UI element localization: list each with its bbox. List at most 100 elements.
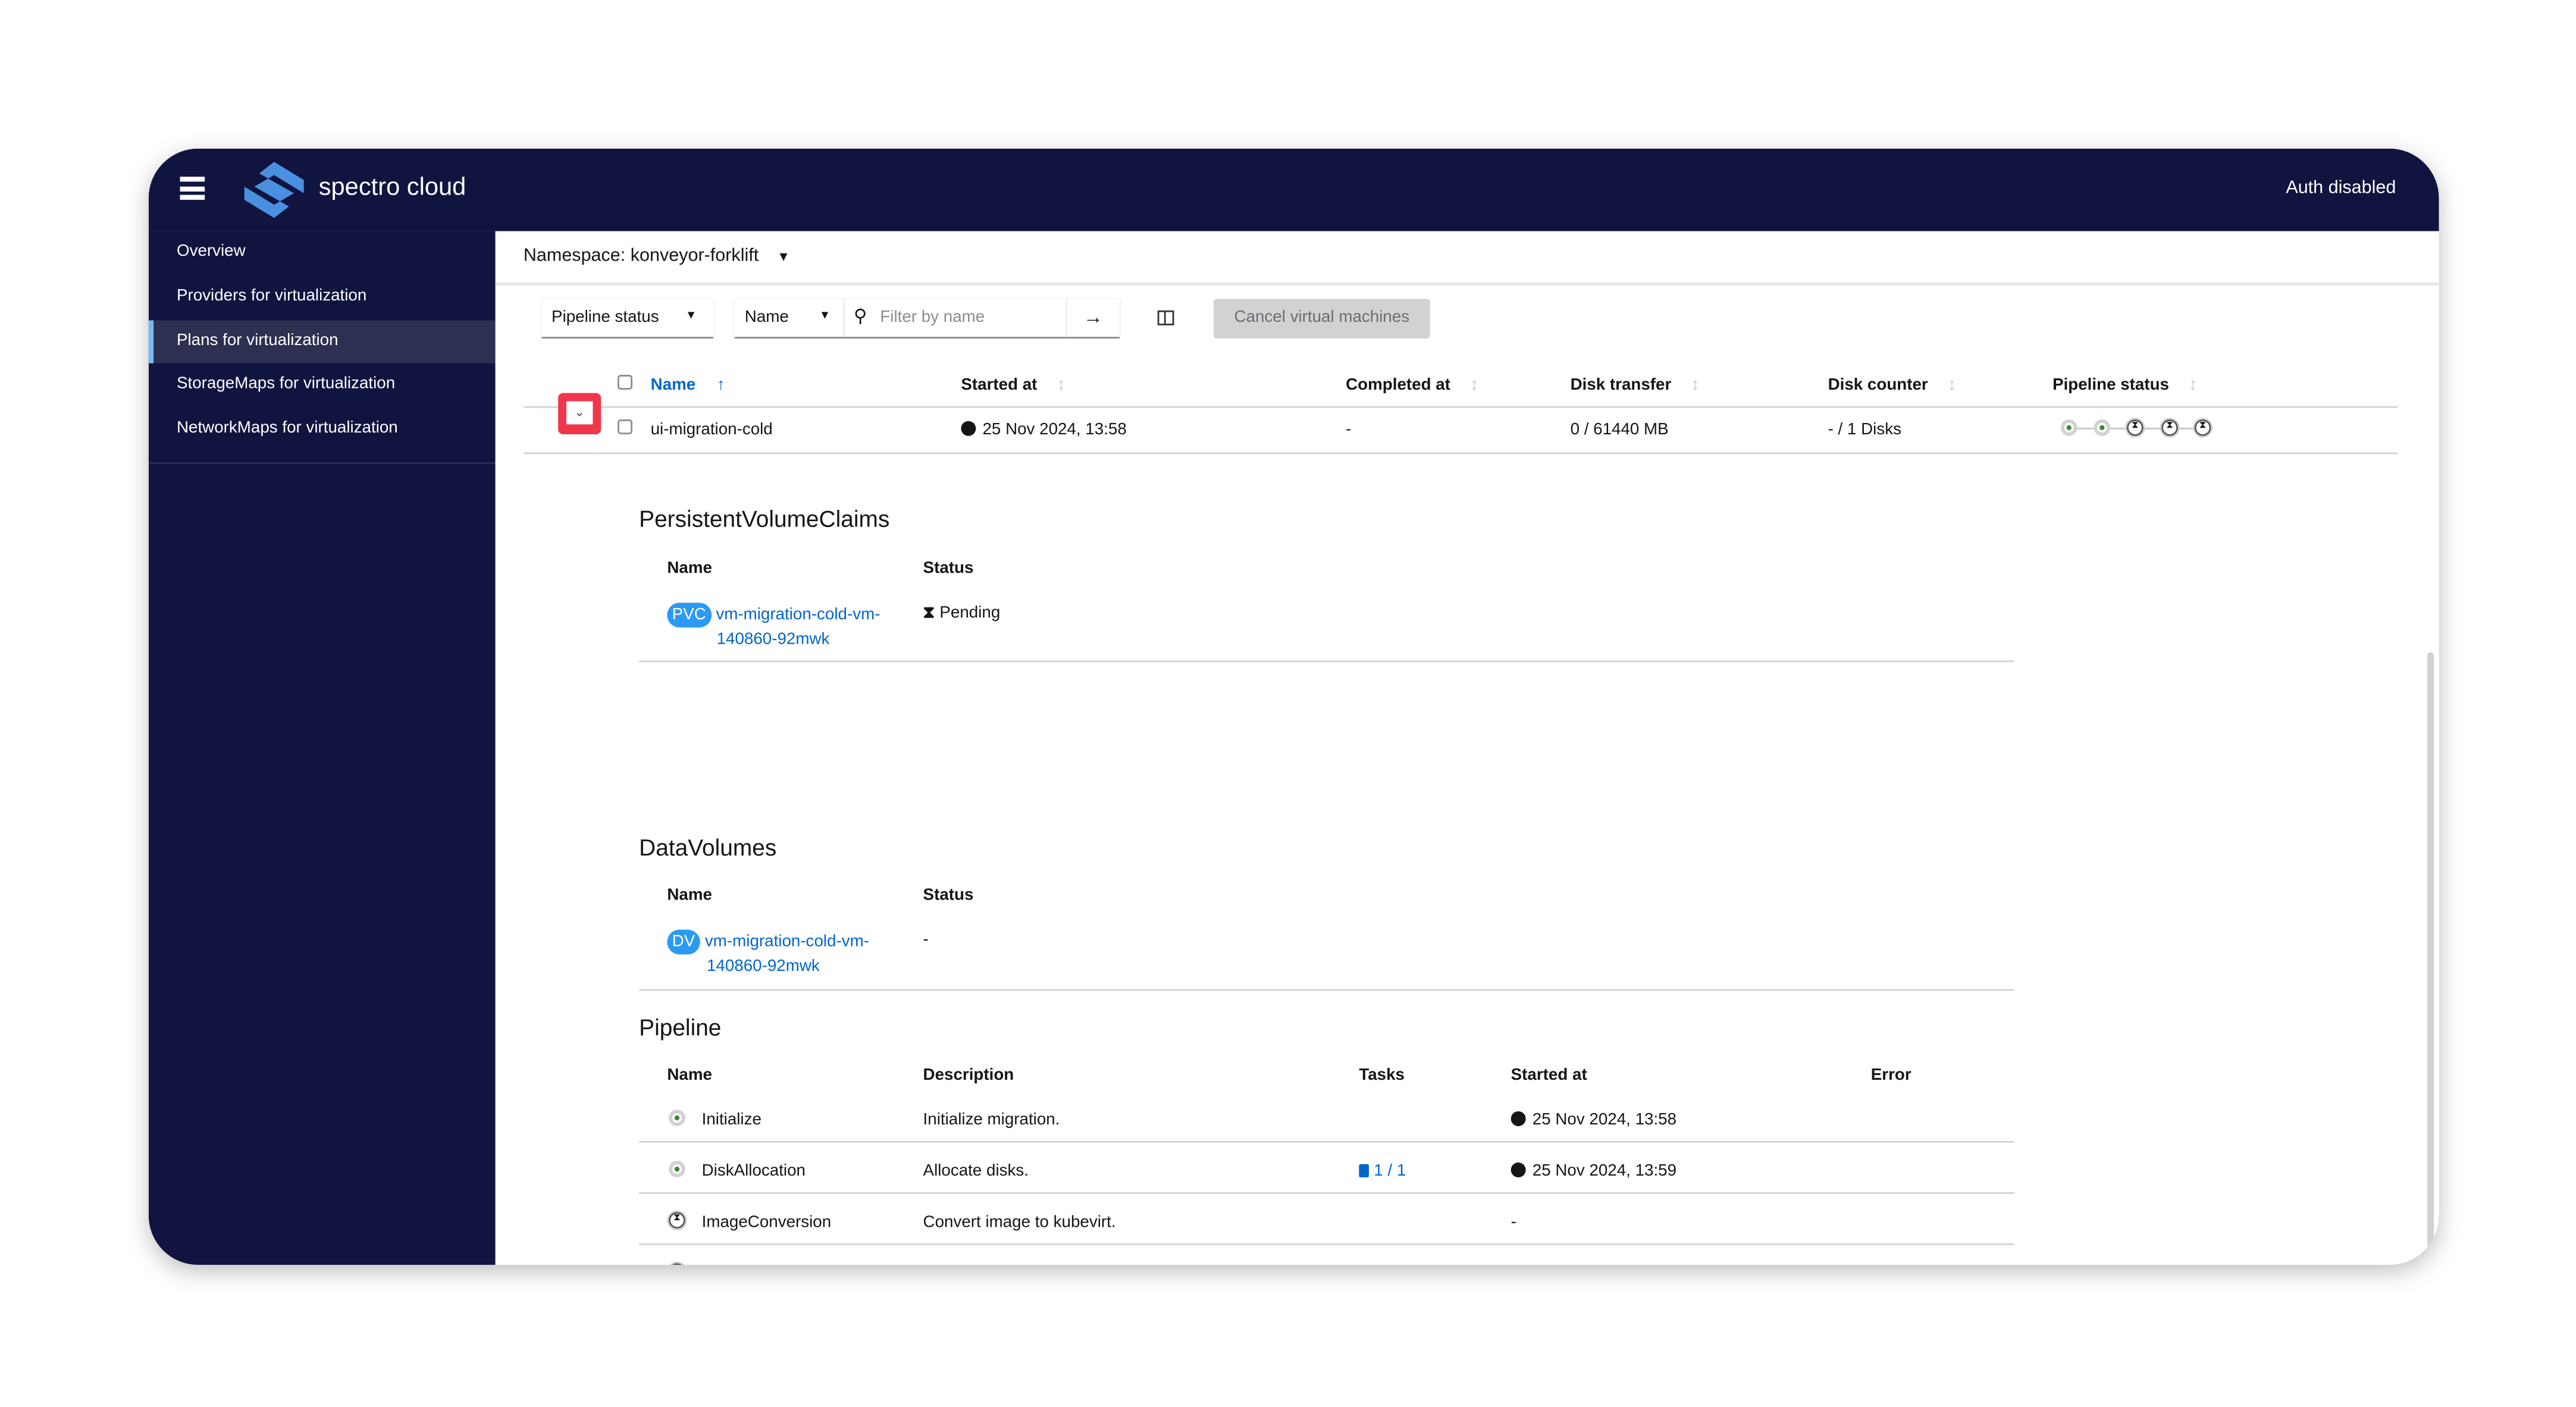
pvc-col-status: Status [923,560,974,578]
pipeline-col-name: Name [667,1067,712,1085]
chevron-down-icon: ⌄ [566,401,593,424]
column-label: Pipeline status [2052,377,2169,395]
pending-icon: ⧗ [669,1212,685,1229]
disk-counter: - / 1 Disks [1828,421,1901,440]
sidebar-item-overview[interactable]: Overview [149,231,496,274]
caret-down-icon: ▼ [685,311,697,322]
column-label: Completed at [1346,377,1450,395]
divider [524,406,2398,408]
pipeline-step-started: 25 Nov 2024, 13:59 [1511,1162,1676,1181]
app-window: spectro cloud Auth disabled Overview Pro… [149,149,2439,1265]
step-pending-icon: ⧗ [2161,419,2178,436]
filter-field-dropdown[interactable]: Name ▼ [735,299,844,339]
sidebar-item-label: NetworkMaps for virtualization [177,419,398,438]
sort-icon: ↕ [1470,377,1478,395]
sort-ascending-icon: ↑ [717,377,725,395]
sidebar-item-plans[interactable]: Plans for virtualization [149,320,496,363]
globe-icon [1511,1111,1526,1126]
pipeline-step-description: Convert image to kubevirt. [923,1214,1116,1232]
tasks-link[interactable]: 1 / 1 [1359,1162,1406,1181]
sidebar-item-storagemaps[interactable]: StorageMaps for virtualization [149,363,496,406]
namespace-label: Namespace: konveyor-forklift [524,246,759,266]
tasks-value: 1 / 1 [1374,1162,1406,1181]
column-header-completed[interactable]: Completed at ↕ [1346,377,1478,395]
column-header-started[interactable]: Started at↕ [961,377,1065,395]
manage-columns-icon[interactable] [1158,311,1174,325]
hamburger-menu-icon[interactable] [180,177,205,200]
divider [639,1141,2014,1143]
filter-field-label: Name [745,309,789,327]
pipeline-col-started: Started at [1511,1067,1587,1085]
succeeded-icon [669,1110,685,1127]
column-header-disk-transfer[interactable]: Disk transfer ↕ [1571,377,1700,395]
sidebar-item-providers[interactable]: Providers for virtualization [149,276,496,319]
column-header-name[interactable]: Name ↑ [651,377,725,395]
step-pending-icon: ⧗ [2195,419,2211,436]
step-succeeded-icon [2094,419,2110,436]
pvc-status: ⧗Pending [923,604,1001,623]
pvc-name-link[interactable]: vm-migration-cold-vm- [716,606,880,625]
select-all-checkbox[interactable] [618,375,632,390]
pipeline-col-tasks: Tasks [1359,1067,1405,1085]
started-at-value: 25 Nov 2024, 13:58 [982,421,1126,440]
sidebar-divider [149,462,496,464]
globe-icon [961,421,976,436]
hourglass-icon: ⧗ [923,604,935,623]
column-label: Disk transfer [1571,377,1672,395]
dv-col-name: Name [667,886,712,905]
dv-name-link[interactable]: vm-migration-cold-vm- [705,933,869,951]
auth-status: Auth disabled [2286,178,2396,198]
dv-name-link-cont[interactable]: 140860-92mwk [707,958,820,976]
sort-icon: ↕ [2189,377,2197,395]
search-input[interactable]: ⚲Filter by name [844,299,1067,339]
dv-section-title: DataVolumes [639,834,776,860]
started-at: 25 Nov 2024, 13:58 [961,421,1126,440]
pvc-status-value: Pending [939,604,1000,623]
clipboard-icon [1359,1164,1369,1177]
pipeline-step-description: Allocate disks. [923,1162,1029,1181]
pipeline-col-error: Error [1871,1067,1911,1085]
cancel-vms-button[interactable]: Cancel virtual machines [1214,299,1430,339]
dv-status: - [923,931,929,950]
scrollbar[interactable] [2427,652,2434,1246]
sidebar-item-networkmaps[interactable]: NetworkMaps for virtualization [149,408,496,451]
sidebar-item-label: Providers for virtualization [177,287,366,306]
pipeline-col-description: Description [923,1067,1014,1085]
row-checkbox[interactable] [618,419,632,434]
search-icon: ⚲ [854,305,867,327]
namespace-selector[interactable]: Namespace: konveyor-forklift ▼ [524,246,790,266]
caret-down-icon: ▼ [819,311,831,322]
pending-icon: ⧗ [669,1264,685,1265]
sidebar: Overview Providers for virtualization Pl… [149,231,496,1265]
filter-type-dropdown[interactable]: Pipeline status▼ [541,299,713,339]
divider [524,453,2398,455]
sort-icon: ↕ [1691,377,1700,395]
column-header-disk-counter[interactable]: Disk counter ↕ [1828,377,1956,395]
sort-icon: ↕ [1057,377,1066,395]
plan-name-link[interactable]: ui-migration-cold [651,421,773,440]
pipeline-step-name: Initialize [702,1111,761,1130]
sidebar-item-label: StorageMaps for virtualization [177,375,395,393]
sidebar-item-label: Plans for virtualization [177,332,339,350]
succeeded-icon [669,1161,685,1178]
brand-name: spectro cloud [319,173,466,201]
step-status: ⧗ [669,1212,685,1230]
column-header-pipeline-status[interactable]: Pipeline status ↕ [2052,377,2197,395]
divider [639,989,2014,991]
dv-col-status: Status [923,886,974,905]
pvc-name-link-cont[interactable]: 140860-92mwk [717,631,830,649]
divider [639,1243,2014,1245]
search-submit-button[interactable]: → [1067,299,1120,339]
spectro-cloud-logo-icon [239,160,309,220]
main-content: Namespace: konveyor-forklift ▼ Pipeline … [496,231,2439,1265]
column-label: Disk counter [1828,377,1928,395]
dv-badge: DV [667,930,700,955]
pipeline-step-name: DiskAllocation [702,1162,806,1181]
started-value: 25 Nov 2024, 13:58 [1533,1111,1676,1130]
step-status: ⧗ [669,1263,685,1265]
step-succeeded-icon [2061,419,2077,436]
pipeline-step-started: - [1511,1214,1516,1232]
sort-icon: ↕ [1948,377,1956,395]
step-status [669,1161,685,1179]
expand-row-button[interactable]: ⌄ [558,393,601,434]
